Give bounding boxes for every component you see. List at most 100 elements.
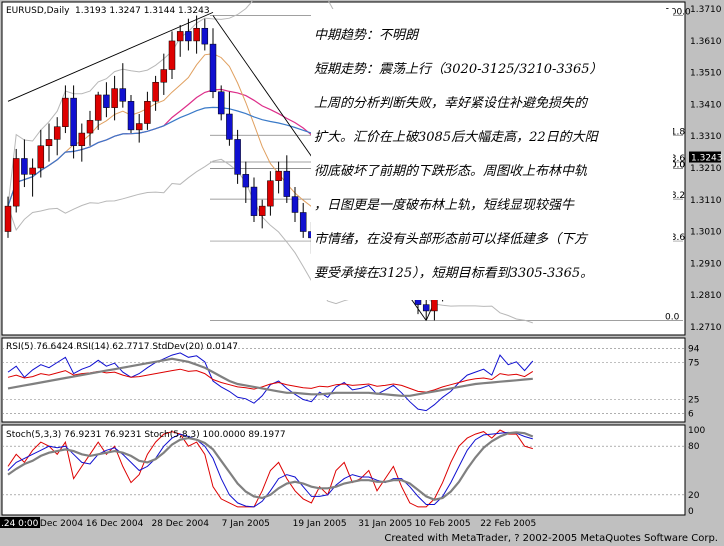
price-axis-tick: 1.3610 (690, 37, 722, 47)
sub-axis-tick: 0 (688, 507, 694, 517)
candle-bear (217, 91, 225, 115)
candle-bull (62, 97, 69, 127)
candle-bear (234, 139, 241, 175)
x-axis-tick: 16 Dec 2004 (86, 519, 144, 529)
fib-level-label: 38.2 (665, 191, 685, 201)
candle-bull (45, 139, 53, 147)
price-axis-tick: 1.3110 (690, 196, 722, 206)
x-axis-tick: 19 Jan 2005 (293, 519, 347, 529)
stddev-line (7, 357, 533, 397)
price-axis-tick: 1.2810 (690, 291, 722, 301)
sub-axis-tick: 6 (688, 410, 694, 420)
annotation-line: ，日图更是一度破布林上轨，短线显现较强牛 (314, 198, 575, 213)
current-price-label: 1.3243 (691, 154, 723, 164)
candle-bull (135, 123, 143, 131)
price-axis-tick: 1.3710 (690, 5, 722, 15)
fib-level-label: 61.8 (665, 127, 685, 137)
annotation-line: 要受承接在3125），短期目标看到3305-3365。 (314, 266, 594, 281)
x-axis-tick: 28 Dec 2004 (151, 519, 209, 529)
fib-level-label: 23.6 (665, 154, 685, 164)
rsi5-line (7, 352, 534, 412)
annotation-line: 扩大。汇价在上破3085后大幅走高，22日的大阳 (314, 130, 598, 145)
stoch-main-line (7, 429, 533, 508)
price-axis-tick: 1.2910 (690, 259, 722, 269)
candle-bear (299, 212, 307, 232)
candle-bull (267, 180, 274, 207)
price-axis-tick: 1.3010 (690, 228, 722, 238)
x-axis-tick: 31 Jan 2005 (358, 519, 412, 529)
candle-bear (201, 27, 209, 45)
candle-bear (283, 170, 291, 197)
candle-bear (127, 101, 135, 131)
footer-credit: Created with MetaTrader, ? 2002-2005 Met… (384, 533, 718, 544)
price-axis-tick: 1.3510 (690, 69, 722, 79)
candle-bear (103, 94, 110, 108)
x-axis-tick: 7 Jan 2005 (222, 519, 270, 529)
candle-bull (78, 132, 86, 147)
candle-bull (258, 205, 266, 216)
current-price-marker (689, 151, 721, 163)
candle-bear (21, 158, 28, 175)
price-axis-tick: 1.3310 (690, 132, 722, 142)
candle-bull (86, 120, 94, 134)
x-axis-tick: 22 Feb 2005 (480, 519, 536, 529)
rsi-panel (1, 337, 686, 423)
sub-axis-tick: 80 (688, 442, 700, 452)
fib-level-label: 23.6 (665, 233, 685, 243)
annotation-line: 彻底破坏了前期的下跌形态。周图收上布林中轨 (314, 164, 588, 179)
candle-bull (12, 158, 20, 207)
sub-axis-tick: 94 (688, 344, 700, 354)
annotation-line: 市情绪，在没有头部形态前可以择低建多（下方 (314, 232, 588, 247)
fib-level-label: 0.0 (665, 312, 680, 322)
stoch-panel (1, 424, 686, 516)
candle-bull (111, 88, 118, 108)
candle-bull (37, 145, 45, 169)
stoch-signal-line (7, 431, 533, 508)
bollinger-lower (7, 158, 533, 324)
candle-bear (291, 196, 299, 213)
candle-bull (193, 27, 200, 42)
candle-bull (168, 40, 176, 70)
candle-bull (152, 81, 159, 102)
candle-bull (144, 101, 151, 124)
x-axis-tick: 10 Feb 2005 (415, 519, 471, 529)
x-axis-tick: 6 Dec 2004 (31, 519, 83, 529)
candle-bull (29, 167, 36, 175)
candle-bear (119, 88, 127, 102)
corner-time-marker (0, 517, 40, 528)
fib-level-label: 100.0 (665, 8, 691, 18)
price-axis-tick: 1.3210 (690, 164, 722, 174)
sub-axis-tick: 25 (688, 396, 699, 406)
candle-bear (422, 304, 430, 312)
candle-bull (94, 94, 102, 121)
fib-level-label: 50.0 (665, 161, 685, 171)
candle-bull (176, 31, 184, 42)
sub-axis-tick: 75 (688, 359, 699, 369)
candle-bear (226, 113, 233, 140)
candle-bear (70, 97, 77, 147)
candle-bear (242, 174, 250, 188)
stoch-panel-title: Stoch(5,3,3) 76.9231 76.9231 Stoch(5,8,3… (6, 430, 286, 440)
candle-bear (250, 186, 258, 216)
candle-bull (53, 126, 61, 140)
price-axis-tick: 1.2710 (690, 323, 722, 333)
price-panel-title: EURUSD,Daily (6, 6, 70, 16)
sub-axis-tick: 100 (688, 426, 705, 436)
annotation-line: 上周的分析判断失败，幸好紧设住补避免损失的 (314, 96, 588, 111)
candle-bull (160, 69, 168, 83)
stoch-slow-line (7, 431, 534, 501)
candle-bull (4, 205, 12, 232)
ohlc-header: 1.3193 1.3247 1.3144 1.3243 (75, 6, 210, 16)
candle-bear (209, 43, 217, 93)
analysis-annotation: 中期趋势：不明朗 短期走势：震荡上行（3020-3125/3210-3365） … (311, 9, 673, 300)
price-axis-tick: 1.3410 (690, 100, 722, 110)
fib-level-label: 50.0 (665, 161, 685, 171)
annotation-line: 短期走势：震荡上行（3020-3125/3210-3365） (314, 62, 603, 77)
trendline-upper (7, 11, 214, 102)
corner-time-label: .24 0:00 (1, 519, 39, 529)
sub-axis-tick: 20 (688, 491, 700, 501)
rsi-panel-title: RSI(5) 76.6424 RSI(14) 62.7717 StdDev(20… (6, 342, 238, 352)
candle-bull (275, 170, 282, 181)
annotation-line: 中期趋势：不明朗 (314, 28, 419, 43)
candle-bear (185, 31, 192, 42)
